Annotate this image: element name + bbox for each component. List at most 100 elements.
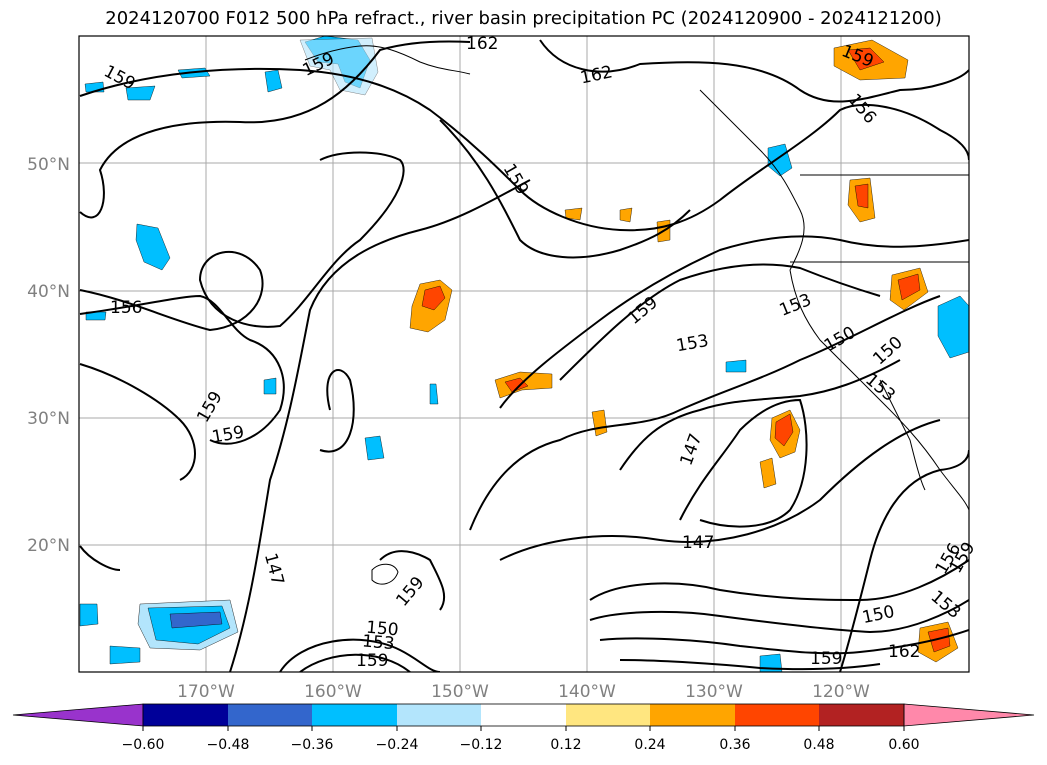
lon-label: 160°W	[304, 682, 362, 702]
colorbar-tick-label: 0.60	[888, 737, 919, 753]
colorbar-segment	[397, 704, 481, 726]
colorbar-ticks	[142, 726, 905, 731]
precip-blue-sw-2	[79, 603, 99, 627]
precip-blue-aleutian-1	[264, 69, 283, 93]
coastline-alaska	[304, 45, 471, 75]
lat-label: 50°N	[27, 155, 70, 175]
contour-line	[319, 369, 355, 453]
lon-label: 170°W	[177, 682, 235, 702]
colorbar-tick-label: 0.36	[719, 737, 750, 753]
contour-label: 147	[682, 533, 714, 553]
lon-label: 140°W	[558, 682, 616, 702]
contour-label: 150	[365, 618, 399, 641]
contour-line	[559, 263, 881, 381]
colorbar-tick-label: 0.48	[803, 737, 834, 753]
contour-line	[279, 638, 441, 672]
lon-label: 120°W	[812, 682, 870, 702]
colorbar-segment	[735, 704, 819, 726]
colorbar-segment	[566, 704, 650, 726]
colorbar-tick-labels: −0.60 −0.48 −0.36 −0.24 −0.12 0.12 0.24 …	[122, 737, 920, 753]
contour-line	[79, 294, 285, 445]
colorbar-tick-label: 0.24	[634, 737, 665, 753]
contour-line	[79, 40, 471, 219]
precip-orange-5	[759, 457, 777, 489]
contour-line	[79, 363, 196, 481]
contour-line	[79, 545, 121, 571]
colorbar-tick-label: −0.48	[207, 737, 250, 753]
precip-red-1	[421, 285, 446, 311]
colorbar-tick-label: −0.12	[460, 737, 503, 753]
precip-red-2	[504, 377, 529, 393]
lat-axis-labels: 50°N 40°N 30°N 20°N	[27, 155, 70, 556]
contour-line	[839, 449, 969, 672]
coastline-westcoast	[789, 269, 969, 511]
precip-orange-7	[619, 207, 633, 223]
contour-label: 156	[110, 298, 142, 318]
contour-line	[469, 295, 941, 531]
precip-red-3	[774, 413, 794, 447]
precip-red-4	[847, 47, 885, 71]
contour-line	[299, 653, 411, 672]
precip-red-7	[927, 627, 951, 653]
contour-line	[499, 419, 941, 561]
map-title: 2024120700 F012 500 hPa refract., river …	[105, 8, 942, 29]
contour-label: 159	[356, 651, 388, 671]
colorbar-segment	[650, 704, 735, 726]
colorbar: −0.60 −0.48 −0.36 −0.24 −0.12 0.12 0.24 …	[12, 703, 1035, 753]
precip-purple-sw	[169, 611, 223, 629]
precip-lightblue-alaska	[299, 37, 379, 96]
map-frame	[78, 35, 970, 673]
colorbar-tick-label: −0.60	[122, 737, 165, 753]
precip-blue-west-2	[135, 223, 171, 271]
contour-line	[599, 629, 969, 655]
colorbar-segment	[819, 704, 904, 726]
colorbar-extend-low	[12, 703, 144, 727]
precip-blue-mid-4	[263, 377, 277, 395]
precip-blue-east-1	[937, 295, 969, 359]
precip-blue-mid-3	[725, 359, 747, 373]
lat-label: 40°N	[27, 282, 70, 302]
colorbar-tick-label: −0.24	[376, 737, 419, 753]
colorbar-segment	[228, 704, 312, 726]
lon-axis-labels: 170°W 160°W 150°W 140°W 130°W 120°W	[177, 682, 870, 702]
contour-line	[589, 559, 969, 602]
colorbar-tick-label: −0.36	[291, 737, 334, 753]
coastlines	[304, 45, 969, 585]
precip-red-6	[897, 273, 921, 301]
coastline-bc	[699, 89, 805, 271]
contour-line	[229, 179, 531, 672]
colorbar-tick-label: 0.12	[550, 737, 581, 753]
map-background	[79, 36, 969, 672]
contour-line	[439, 119, 691, 259]
lat-label: 30°N	[27, 409, 70, 429]
colorbar-segment	[143, 704, 228, 726]
contour-line	[619, 359, 901, 471]
colorbar-frame	[142, 703, 905, 727]
contour-line	[79, 67, 969, 232]
contour-line	[589, 599, 969, 634]
colorbar-extend-high	[903, 703, 1035, 727]
lon-label: 150°W	[431, 682, 489, 702]
contour-line	[379, 550, 446, 611]
precip-blue-sw-3	[109, 645, 141, 665]
precip-red-5	[854, 183, 869, 209]
lat-label: 20°N	[27, 536, 70, 556]
map-panel: 159 162 159 162 159 159 156 159 159 156 …	[27, 34, 979, 702]
contours	[79, 39, 969, 672]
contour-line	[499, 235, 969, 409]
colorbar-segment	[481, 704, 566, 726]
contour-label: 159	[810, 649, 842, 669]
contour-label: 162	[888, 642, 920, 662]
contour-label: 162	[466, 34, 498, 54]
contour-label: 153	[361, 631, 395, 654]
precip-shading	[79, 36, 969, 672]
precip-orange-6	[564, 207, 583, 221]
hawaii-island	[371, 563, 399, 585]
coastline-baja	[879, 379, 926, 491]
precip-blue-mid-1	[364, 435, 385, 461]
contour-line	[679, 398, 808, 528]
precip-blue-mid-2	[429, 383, 439, 405]
contour-line	[539, 39, 969, 103]
colorbar-segment	[312, 704, 397, 726]
